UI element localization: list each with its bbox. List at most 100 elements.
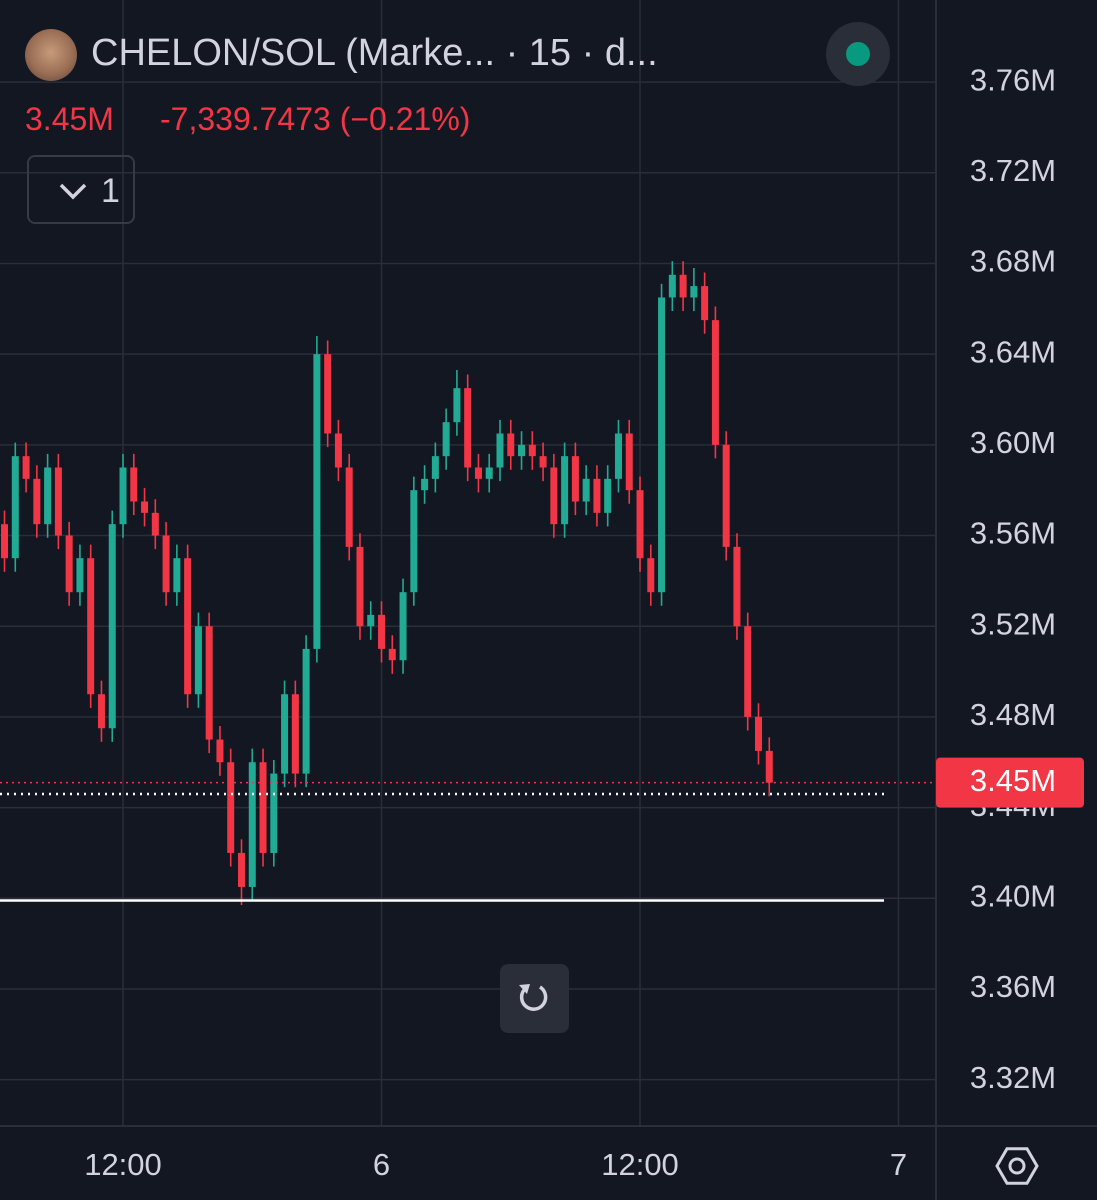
y-tick-label: 3.52M: [970, 606, 1056, 641]
candle-body: [722, 444, 730, 547]
candle-body: [754, 716, 762, 751]
candle-body: [647, 558, 655, 593]
candle-body: [356, 546, 364, 627]
candle-body: [237, 852, 245, 887]
candle-body: [22, 456, 30, 479]
candle-body: [507, 433, 515, 457]
candle-body: [378, 614, 386, 649]
y-tick-label: 3.60M: [970, 425, 1056, 460]
reset-button[interactable]: [500, 964, 569, 1033]
indicators-toggle[interactable]: 1: [27, 155, 135, 224]
chevron: [59, 183, 87, 200]
candle-body: [550, 467, 558, 525]
x-tick-label: 12:00: [601, 1147, 679, 1182]
grid: [0, 0, 936, 1125]
y-tick-label: 3.64M: [970, 334, 1056, 369]
candle-body: [345, 467, 353, 547]
settings-icon: [995, 1147, 1039, 1185]
last-price: 3.45M: [25, 101, 114, 137]
candle-body: [442, 422, 450, 457]
candle-body: [162, 535, 170, 593]
last-price-tag-label: 3.45M: [970, 763, 1056, 798]
candle-body: [690, 286, 698, 298]
candle-body: [485, 467, 493, 479]
x-tick-label: 7: [890, 1147, 907, 1182]
candle-body: [388, 648, 396, 661]
y-tick-label: 3.76M: [970, 62, 1056, 97]
candle-body: [518, 444, 526, 457]
candle-body: [496, 433, 504, 468]
settings-button[interactable]: [995, 1147, 1039, 1185]
candle-body: [421, 478, 429, 491]
candle-body: [604, 478, 612, 513]
candle-body: [614, 433, 622, 479]
y-tick-label: 3.40M: [970, 878, 1056, 913]
candle-body: [141, 501, 149, 513]
status-dot: [846, 42, 870, 66]
candle-body: [205, 626, 213, 740]
reset-button-bg: [500, 964, 569, 1033]
candle-body: [194, 626, 202, 695]
candle-body: [474, 467, 482, 479]
price-change: -7,339.7473 (−0.21%): [160, 101, 471, 137]
candle-body: [765, 750, 773, 783]
status-indicator[interactable]: [826, 22, 890, 86]
candle-body: [582, 478, 590, 502]
candle-body: [11, 456, 19, 559]
candle-body: [227, 762, 235, 853]
candle-body: [281, 694, 289, 774]
candle-body: [108, 524, 116, 729]
candle-body: [733, 546, 741, 627]
candle-body: [464, 388, 472, 468]
y-tick-label: 3.72M: [970, 153, 1056, 188]
candle-body: [119, 467, 127, 525]
candle-body: [54, 467, 62, 536]
candle-body: [593, 478, 601, 513]
candle-body: [173, 558, 181, 593]
candle-body: [87, 558, 95, 695]
candle-body: [625, 433, 633, 491]
candle-body: [528, 444, 536, 457]
candle-body: [130, 467, 138, 502]
candle-body: [97, 694, 105, 729]
y-tick-label: 3.36M: [970, 969, 1056, 1004]
candle-body: [44, 467, 52, 525]
candle-body: [184, 558, 192, 695]
candle-body: [410, 490, 418, 593]
candle-body: [33, 478, 41, 525]
symbol-title[interactable]: CHELON/SOL (Marke... · 15 · d...: [91, 32, 658, 74]
candle-body: [1, 524, 9, 559]
y-tick-label: 3.56M: [970, 516, 1056, 551]
candle-body: [636, 490, 644, 559]
candle-body: [668, 274, 676, 298]
candle-body: [334, 433, 342, 468]
candle-body: [539, 456, 547, 468]
y-tick-label: 3.48M: [970, 697, 1056, 732]
candle-body: [399, 592, 407, 661]
settings-icon-center: [1008, 1157, 1026, 1175]
candle-body: [431, 456, 439, 479]
candle-body: [302, 648, 310, 774]
last-price-tag-bg: [936, 757, 1084, 808]
candle-body: [701, 286, 709, 321]
candle-body: [76, 558, 84, 593]
x-tick-label: 12:00: [84, 1147, 162, 1182]
candle-body: [453, 388, 461, 423]
reset-icon: [519, 985, 548, 1011]
candle-body: [367, 614, 375, 627]
candle-body: [259, 762, 267, 853]
candle-body: [248, 762, 256, 887]
candle-body: [571, 456, 579, 502]
candle-body: [658, 297, 666, 593]
symbol-avatar: [25, 29, 77, 81]
x-tick-label: 6: [373, 1147, 390, 1182]
y-tick-label: 3.32M: [970, 1060, 1056, 1095]
candle-body: [216, 739, 224, 763]
candle-body: [65, 535, 73, 593]
candle-body: [744, 626, 752, 717]
y-tick-label: 3.68M: [970, 244, 1056, 279]
candle-body: [679, 274, 687, 298]
indicator-count: 1: [101, 172, 120, 210]
